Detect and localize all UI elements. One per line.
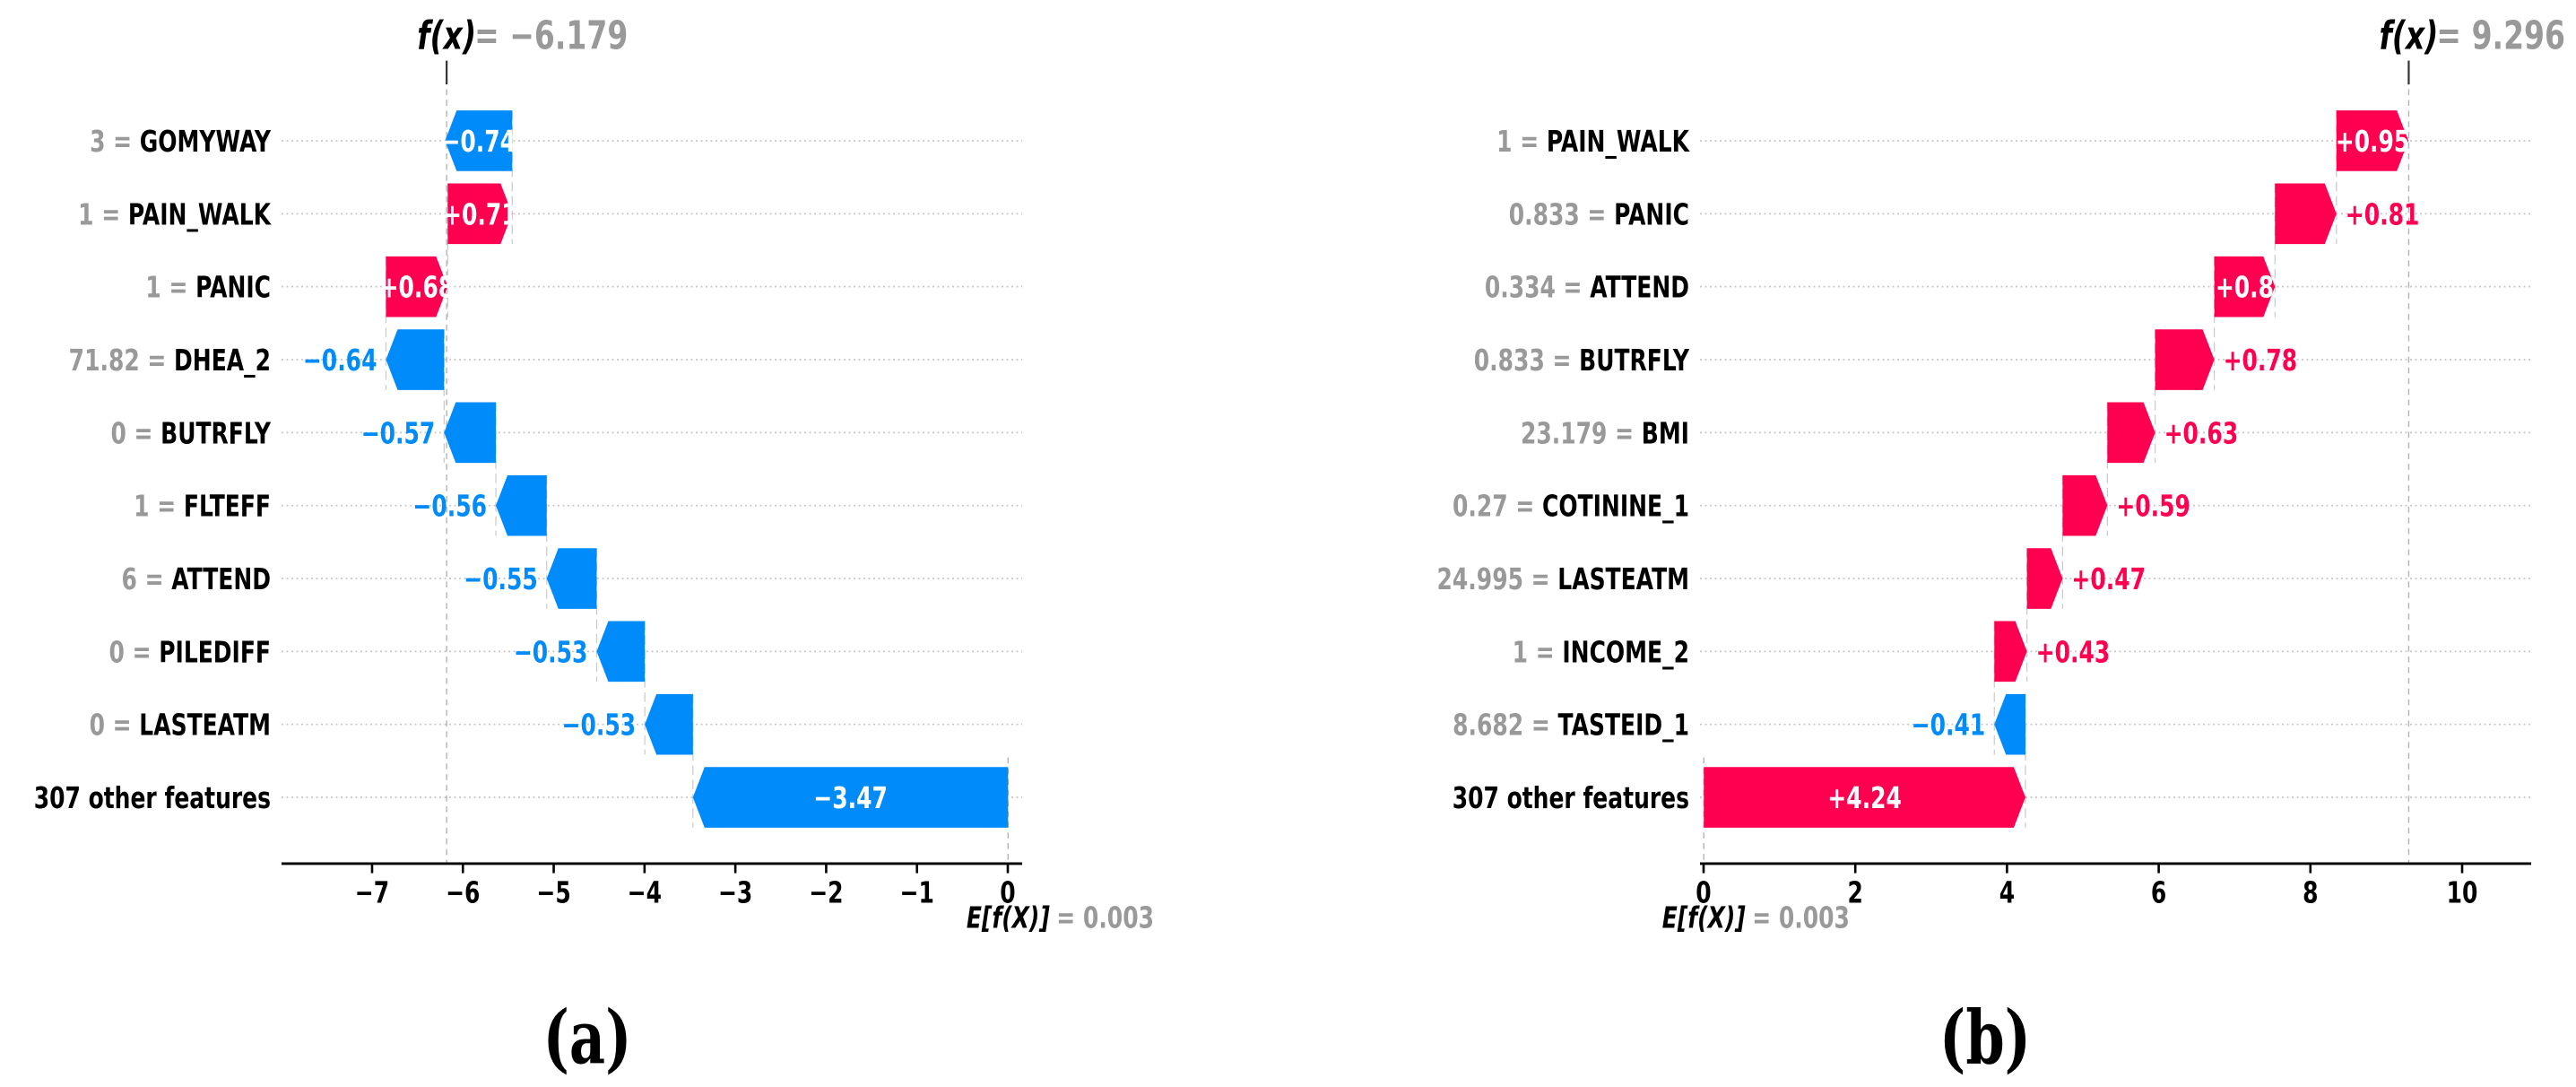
- bar-value-label: −0.74: [441, 124, 516, 158]
- waterfall-bar-panic: [386, 256, 448, 317]
- waterfall-bar-panic: [2275, 183, 2337, 245]
- bar-value-label: +0.71: [443, 197, 517, 231]
- stretch-group: −0.74 +0.71 +0.68 −0.64 −0.57 −0.56 −0.55 −0.53…: [34, 13, 2565, 1082]
- feature-tick-label: 0.334 = ATTEND: [1485, 270, 1689, 304]
- feature-tick-label: 1 = PAIN_WALK: [78, 197, 272, 231]
- feature-tick-label: 1 = INCOME_2: [1513, 635, 1689, 669]
- bar-value-label: −0.53: [562, 708, 637, 742]
- bar-value-label: −0.41: [1912, 708, 1986, 742]
- waterfall-bar-307-other-features: [1704, 767, 2025, 828]
- bar-value-label: +0.81: [2346, 197, 2420, 231]
- x-tick-label: 2: [1848, 875, 1863, 909]
- bar-value-label: +0.78: [2224, 343, 2298, 377]
- fx-title: f(x): [2380, 13, 2439, 59]
- x-tick-label: −2: [809, 875, 843, 909]
- panel-caption: (b): [1939, 996, 2031, 1082]
- feature-tick-label: 307 other features: [34, 780, 271, 814]
- waterfall-bar-lasteatm: [2026, 548, 2063, 609]
- feature-tick-label: 6 = ATTEND: [121, 561, 271, 596]
- feature-tick-label: 1 = PANIC: [145, 270, 271, 304]
- x-tick-label: 0: [1000, 875, 1015, 909]
- waterfall-bar-pain-walk: [447, 183, 513, 245]
- feature-tick-label: 23.179 = BMI: [1521, 416, 1689, 450]
- feature-tick-label: 24.995 = LASTEATM: [1437, 561, 1689, 596]
- bar-value-label: +0.63: [2164, 416, 2239, 450]
- waterfall-bar-income-2: [1994, 621, 2027, 683]
- x-tick-label: −6: [446, 875, 480, 909]
- bar-value-label: +0.68: [380, 270, 455, 304]
- waterfall-bar-gomyway: [445, 110, 513, 171]
- x-tick-label: 6: [2151, 875, 2166, 909]
- panel-caption: (a): [543, 996, 632, 1082]
- feature-tick-label: 71.82 = DHEA_2: [69, 343, 271, 377]
- fx-title: f(x): [417, 13, 476, 59]
- feature-tick-label: 0 = LASTEATM: [90, 708, 271, 742]
- bar-value-label: +0.43: [2036, 635, 2111, 669]
- waterfall-bar-attend: [2214, 256, 2276, 317]
- waterfall-bar-bmi: [2107, 402, 2155, 464]
- x-tick-label: −4: [628, 875, 662, 909]
- x-tick-label: 0: [1696, 875, 1711, 909]
- fx-value: = −6.179: [474, 13, 628, 59]
- feature-tick-label: 0 = BUTRFLY: [110, 416, 271, 450]
- feature-tick-label: 1 = PAIN_WALK: [1496, 124, 1690, 158]
- waterfall-bar-attend: [546, 548, 597, 609]
- bar-value-label: +0.59: [2116, 489, 2190, 523]
- waterfall-bar-pain-walk: [2336, 110, 2409, 171]
- ef-value: = 0.003: [1752, 900, 1850, 935]
- waterfall-bar-flteff: [496, 474, 547, 536]
- bar-value-label: −0.57: [361, 416, 436, 450]
- bar-value-label: +4.24: [1827, 780, 1902, 814]
- waterfall-bar-pilediff: [596, 621, 646, 683]
- x-tick-label: 4: [1999, 875, 2015, 909]
- bar-value-label: −0.56: [412, 489, 487, 523]
- bar-value-label: +0.95: [2336, 124, 2410, 158]
- ef-title: E[f(X)]: [1662, 900, 1746, 935]
- x-tick-label: 8: [2303, 875, 2318, 909]
- x-tick-label: −5: [536, 875, 570, 909]
- ef-title: E[f(X)]: [967, 900, 1050, 935]
- feature-tick-label: 0 = PILEDIFF: [108, 635, 271, 669]
- bar-value-label: +0.8: [2216, 270, 2274, 304]
- feature-tick-label: 0.833 = PANIC: [1509, 197, 1689, 231]
- bar-value-label: −0.53: [514, 635, 588, 669]
- feature-tick-label: 1 = FLTEFF: [134, 489, 271, 523]
- waterfall-bar-dhea-2: [386, 329, 445, 390]
- bar-value-label: −0.64: [303, 343, 377, 377]
- x-tick-label: 10: [2447, 875, 2478, 909]
- waterfall-bar-307-other-features: [692, 767, 1009, 828]
- feature-tick-label: 3 = GOMYWAY: [90, 124, 272, 158]
- feature-tick-label: 8.682 = TASTEID_1: [1453, 708, 1689, 742]
- waterfall-panel-a: −0.74 +0.71 +0.68 −0.64 −0.57 −0.56 −0.55 −0.53…: [34, 13, 1154, 1082]
- waterfall-bar-lasteatm: [645, 693, 693, 755]
- ef-value: = 0.003: [1056, 900, 1154, 935]
- bar-value-label: −3.47: [813, 780, 888, 814]
- waterfall-bar-cotinine-1: [2062, 474, 2108, 536]
- bar-value-label: +0.47: [2071, 561, 2146, 596]
- x-tick-label: −1: [900, 875, 934, 909]
- waterfall-panel-b: +0.95 +0.81 +0.8 +0.78 +0.63 +0.59 +0.47 +0.43 −…: [1437, 13, 2565, 1082]
- feature-tick-label: 307 other features: [1453, 780, 1689, 814]
- feature-tick-label: 0.833 = BUTRFLY: [1474, 343, 1690, 377]
- x-tick-label: −3: [718, 875, 752, 909]
- bar-value-label: −0.55: [464, 561, 538, 596]
- waterfall-bar-butrfly: [444, 402, 497, 464]
- feature-tick-label: 0.27 = COTININE_1: [1453, 489, 1689, 523]
- waterfall-bar-tasteid-1: [1994, 693, 2025, 755]
- waterfall-bar-butrfly: [2155, 329, 2215, 390]
- fx-value: = 9.296: [2436, 13, 2565, 59]
- x-tick-label: −7: [355, 875, 389, 909]
